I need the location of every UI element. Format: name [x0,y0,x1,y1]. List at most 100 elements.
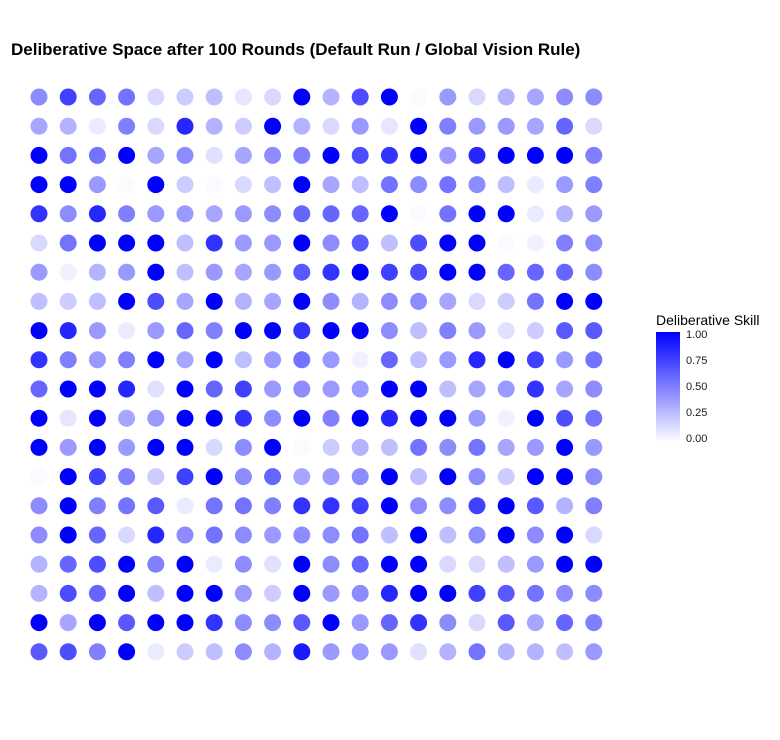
data-point [293,526,311,544]
data-point [380,292,398,310]
data-point [234,292,252,310]
data-point [205,146,223,164]
data-point [30,351,48,369]
data-point [205,322,223,340]
data-point [30,88,48,106]
data-point [322,497,340,515]
data-point [88,643,106,661]
data-point [234,438,252,456]
data-point [234,176,252,194]
data-point [351,526,369,544]
legend-tick-label: 0.50 [686,381,708,393]
data-point [147,146,165,164]
data-point [556,409,574,427]
data-point [410,322,428,340]
data-point [176,205,194,223]
data-point [410,234,428,252]
data-point [468,322,486,340]
data-point [468,351,486,369]
data-point [556,146,574,164]
data-point [439,322,457,340]
data-point [497,555,515,573]
data-point [322,292,340,310]
data-point [88,409,106,427]
data-point [497,497,515,515]
data-point [468,263,486,281]
data-point [380,643,398,661]
data-point [205,205,223,223]
data-point [30,438,48,456]
data-point [234,526,252,544]
data-point [322,88,340,106]
data-point [556,614,574,632]
data-point [497,380,515,398]
data-point [556,468,574,486]
data-point [322,409,340,427]
data-point [293,205,311,223]
data-point [322,146,340,164]
data-point [205,497,223,515]
data-point [351,555,369,573]
data-point [30,497,48,515]
data-point [322,263,340,281]
data-point [264,322,282,340]
data-point [380,497,398,515]
data-point [380,468,398,486]
data-point [526,292,544,310]
data-point [468,614,486,632]
data-point [30,584,48,602]
data-point [264,614,282,632]
data-point [556,351,574,369]
data-point [234,322,252,340]
data-point [30,643,48,661]
data-point [322,614,340,632]
data-point [205,351,223,369]
data-point [118,234,136,252]
data-point [59,146,77,164]
data-point [468,205,486,223]
data-point [497,409,515,427]
data-point [118,322,136,340]
data-point [293,409,311,427]
data-point [30,526,48,544]
data-point [585,438,603,456]
data-point [526,497,544,515]
data-point [147,468,165,486]
data-point [556,643,574,661]
data-point [147,438,165,456]
data-point [556,555,574,573]
data-point [468,497,486,515]
data-point [30,117,48,135]
data-point [410,205,428,223]
data-point [176,555,194,573]
data-point [59,584,77,602]
data-point [234,584,252,602]
data-point [264,117,282,135]
data-point [410,380,428,398]
data-point [556,526,574,544]
data-point [585,234,603,252]
data-point [205,643,223,661]
legend-tick-label: 1.00 [686,329,708,341]
data-point [351,351,369,369]
data-point [264,88,282,106]
chart-title: Deliberative Space after 100 Rounds (Def… [11,40,581,59]
data-point [556,263,574,281]
data-point [526,176,544,194]
data-point [497,234,515,252]
data-point [264,409,282,427]
data-point [30,614,48,632]
data-point [59,292,77,310]
data-point [147,555,165,573]
data-point [176,117,194,135]
data-point [585,351,603,369]
data-point [234,117,252,135]
data-point [59,468,77,486]
data-point [497,351,515,369]
data-point [585,614,603,632]
data-point [234,146,252,164]
data-point [526,263,544,281]
data-point [88,526,106,544]
data-point [264,176,282,194]
